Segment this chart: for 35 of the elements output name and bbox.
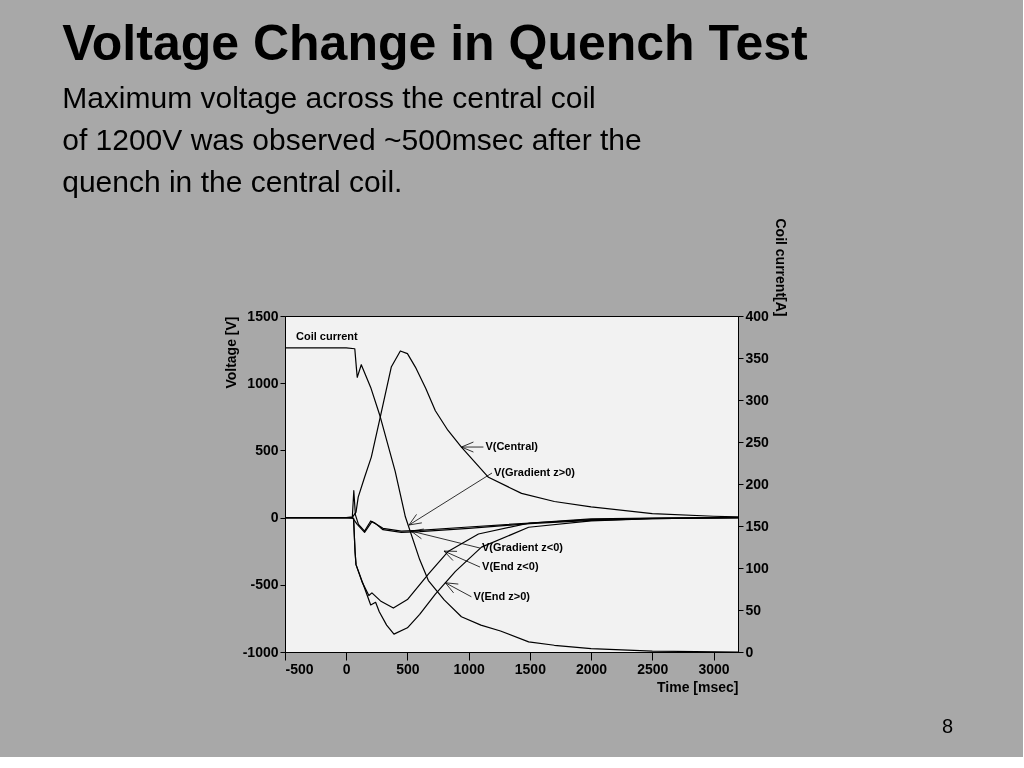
annotation: V(End z>0) [473, 589, 531, 602]
annotation: V(End z<0) [482, 560, 539, 573]
x-tick-label: 0 [342, 660, 351, 677]
x-axis-title: Time [msec] [657, 678, 739, 695]
chart-title: Voltage Change in Quench Test [62, 15, 808, 71]
x-tick-label: -500 [285, 660, 314, 677]
y2-tick-label: 350 [745, 349, 770, 366]
y2-tick-label: 200 [745, 475, 770, 492]
y2-tick-label: 250 [745, 433, 770, 450]
annotation: Coil current [296, 330, 359, 342]
y2-tick-label: 100 [745, 559, 770, 576]
y-tick-label: 0 [270, 509, 279, 526]
x-tick-label: 1000 [453, 660, 485, 677]
y2-tick-label: 300 [745, 391, 770, 408]
annotation: V(Gradient z>0) [494, 465, 576, 478]
annotation: V(Gradient z<0) [481, 541, 564, 554]
y2-tick-label: 0 [745, 643, 754, 660]
y-axis-title: Voltage [V] [222, 316, 239, 389]
annotation: V(Central) [485, 440, 539, 453]
x-tick-label: 2500 [637, 660, 669, 677]
y-tick-label: 1500 [247, 307, 279, 324]
y-tick-label: -500 [250, 576, 279, 593]
x-tick-label: 1500 [514, 660, 547, 677]
y-tick-label: 500 [255, 441, 279, 458]
y-tick-label: -1000 [242, 643, 279, 660]
y2-tick-label: 50 [745, 601, 762, 618]
y2-tick-label: 400 [745, 307, 770, 324]
x-tick-label: 3000 [698, 660, 730, 677]
x-tick-label: 2000 [576, 660, 608, 677]
y2-tick-label: 150 [745, 517, 770, 534]
text: 8 [941, 715, 953, 737]
y2-axis-title: Coil current[A] [772, 218, 789, 317]
x-tick-label: 500 [396, 660, 420, 677]
chart-subtitle: Maximum voltage across the central coil of 1200V was observed ~500msec after the quench in the central coil. [62, 81, 642, 198]
y-tick-label: 1000 [247, 374, 279, 391]
